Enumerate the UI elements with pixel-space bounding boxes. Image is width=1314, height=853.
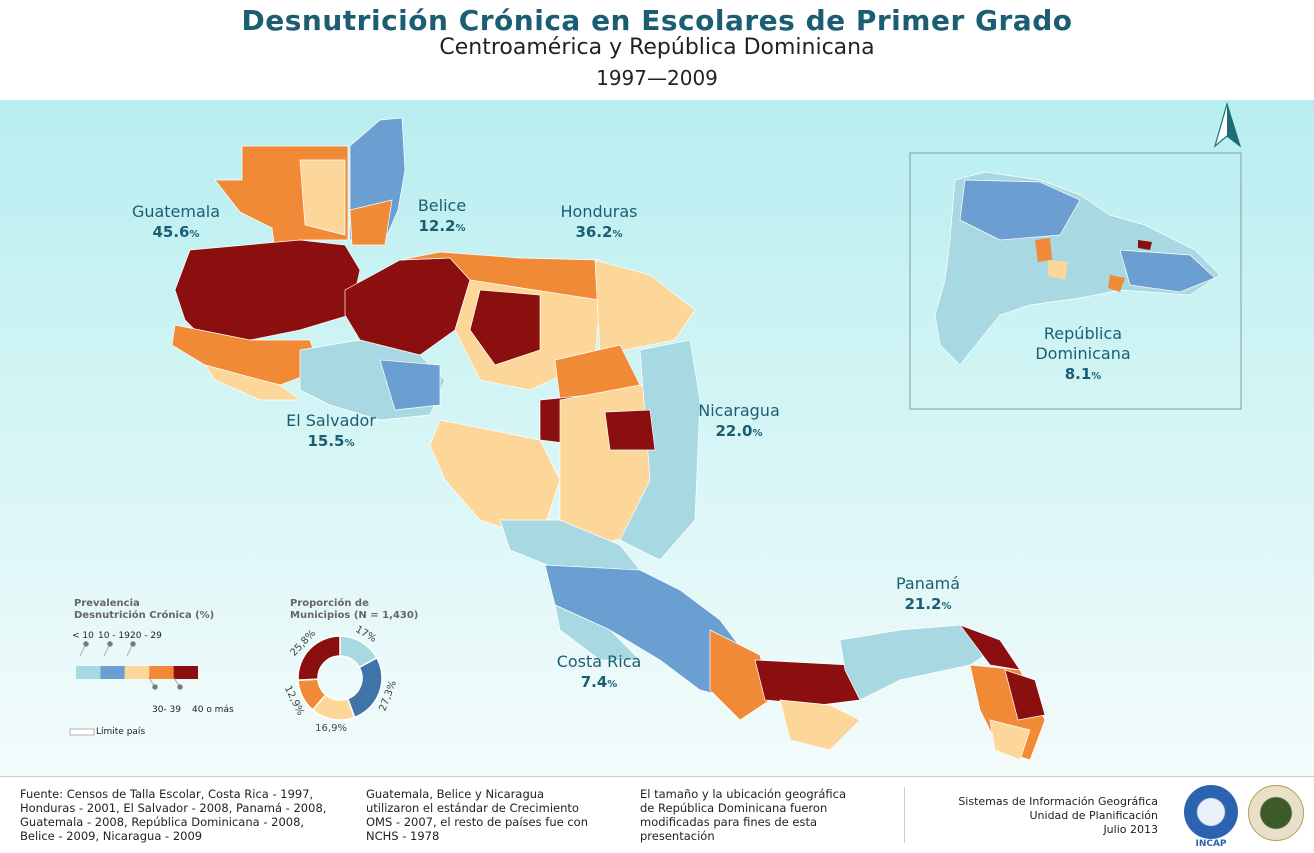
page-title: Desnutrición Crónica en Escolares de Pri… bbox=[241, 4, 1073, 37]
sica-logo-icon bbox=[1248, 785, 1304, 841]
donut-chart: 17%27,3%16,9%12,9%25,8% bbox=[282, 624, 399, 734]
belize-south bbox=[349, 199, 393, 246]
footer-divider bbox=[904, 787, 905, 843]
footer-note: El tamaño y la ubicación geográfica de Re… bbox=[640, 787, 847, 843]
footer-standards: Guatemala, Belice y Nicaragua utilizaron … bbox=[366, 787, 588, 843]
panama-ngabe bbox=[754, 659, 861, 706]
panama-azuero bbox=[779, 699, 861, 751]
incap-logo-label: INCAP bbox=[1195, 839, 1227, 849]
footer-organization: Sistemas de Información Geográfica Unidad… bbox=[958, 795, 1158, 836]
nicaragua-east-blue bbox=[619, 339, 701, 561]
page-years: 1997—2009 bbox=[596, 66, 718, 90]
label-costa-rica: Costa Rica 7.4% bbox=[556, 652, 642, 691]
nicaragua-dark bbox=[604, 409, 656, 451]
legend-swatch-1 bbox=[76, 666, 101, 679]
donut-title: Proporción de Municipios (N = 1,430) bbox=[290, 598, 419, 621]
label-belice: Belice 12.2% bbox=[417, 196, 467, 235]
legend-class-3-label: 20 - 29 bbox=[130, 631, 162, 641]
costa-rica-west bbox=[554, 604, 641, 661]
label-honduras: Honduras 36.2% bbox=[560, 202, 638, 241]
footer-source: Fuente: Censos de Talla Escolar, Costa R… bbox=[20, 787, 327, 843]
map-canvas: 17%27,3%16,9%12,9%25,8% bbox=[69, 101, 1242, 761]
legend-swatch-4 bbox=[149, 666, 174, 679]
dominican-republic-orange-b bbox=[1108, 275, 1125, 292]
label-nicaragua: Nicaragua 22.0% bbox=[698, 401, 780, 440]
label-guatemala: Guatemala 45.6% bbox=[131, 202, 221, 241]
incap-logo-icon bbox=[1184, 785, 1238, 839]
header: Desnutrición Crónica en Escolares de Pri… bbox=[0, 0, 1314, 100]
el-salvador-east bbox=[379, 359, 441, 411]
legend-markers bbox=[79, 641, 183, 690]
honduras-mosquitia bbox=[594, 259, 696, 356]
dominican-republic-dark bbox=[1138, 240, 1152, 250]
panama-darien-south bbox=[989, 719, 1031, 761]
legend-swatch-3 bbox=[124, 666, 150, 679]
legend-class-2-label: 10 - 19 bbox=[98, 631, 130, 641]
dominican-republic-east bbox=[1119, 249, 1216, 293]
footer: Fuente: Censos de Talla Escolar, Costa R… bbox=[0, 776, 1314, 853]
donut-label-3: 16,9% bbox=[315, 723, 347, 734]
legend-class-5-label: 40 o más bbox=[192, 705, 234, 715]
legend-swatch-2 bbox=[100, 666, 125, 679]
legend-class-1-label: < 10 bbox=[72, 631, 94, 641]
legend-title: Prevalencia Desnutrición Crónica (%) bbox=[74, 598, 215, 621]
label-republica-dominicana: República Dominicana 8.1% bbox=[1035, 324, 1131, 383]
guatemala-peten-east bbox=[299, 159, 346, 236]
honduras-west bbox=[344, 257, 471, 356]
page-subtitle: Centroamérica y República Dominicana bbox=[439, 35, 875, 60]
dominican-republic-north bbox=[959, 179, 1081, 241]
donut-slice-5 bbox=[297, 635, 341, 681]
label-el-salvador: El Salvador 15.5% bbox=[286, 411, 376, 450]
guatemala-coast-south bbox=[204, 364, 302, 401]
boundary-legend-swatch bbox=[69, 728, 95, 736]
legend-color-bar bbox=[76, 666, 198, 679]
legend-class-4-label: 30- 39 bbox=[152, 705, 182, 715]
panama-west bbox=[709, 629, 771, 721]
label-panama: Panamá 21.2% bbox=[895, 574, 961, 613]
boundary-legend-label: Límite país bbox=[96, 727, 146, 737]
dominican-republic-orange-a bbox=[1035, 238, 1052, 262]
dominican-republic-yellow bbox=[1048, 260, 1068, 280]
dominican-republic-inset-frame bbox=[909, 152, 1242, 410]
honduras-dark-center bbox=[469, 289, 541, 366]
panama-darien-dark bbox=[1004, 669, 1046, 721]
guatemala-highlands bbox=[174, 239, 361, 346]
legend-swatch-5 bbox=[173, 666, 198, 679]
